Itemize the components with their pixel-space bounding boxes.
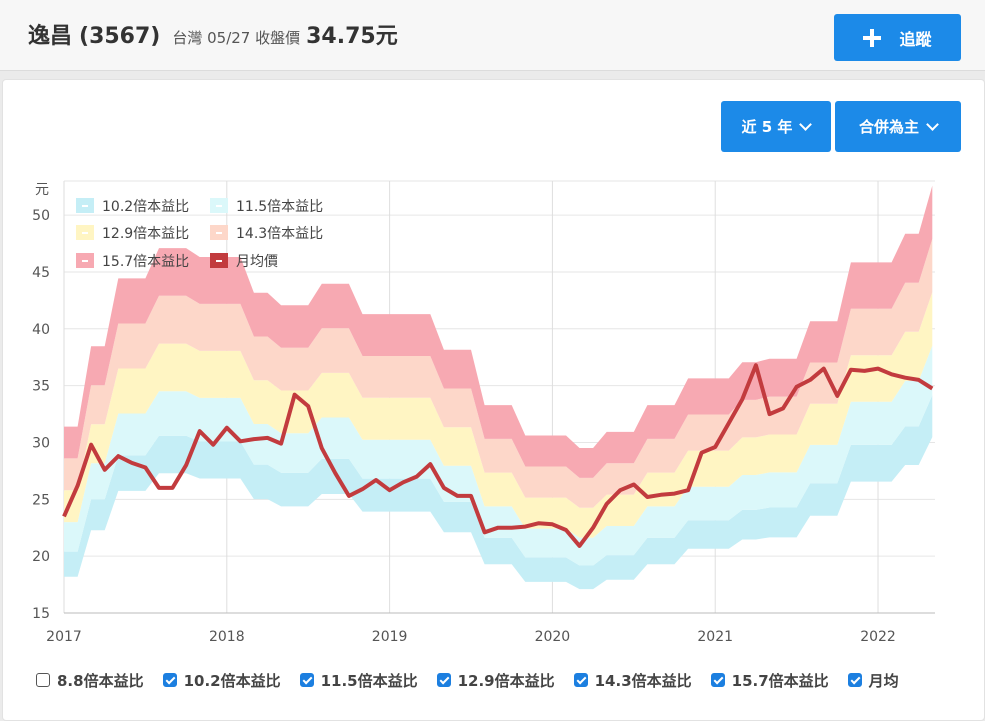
follow-button-label: 追蹤: [899, 29, 932, 49]
series-toggles: 8.8倍本益比 10.2倍本益比 11.5倍本益比 12.9倍本益比 14.3倍本益比 1…: [36, 669, 918, 691]
x-tick-label: 2018: [209, 629, 245, 645]
pe-band-10-2: [64, 395, 933, 590]
legend-swatch-mark: [82, 232, 88, 234]
series-toggle[interactable]: 12.9倍本益比: [436, 670, 555, 691]
series-toggle-label: 10.2倍本益比: [183, 671, 281, 690]
series-toggle-label: 12.9倍本益比: [457, 671, 555, 690]
checkbox-checked[interactable]: [162, 673, 177, 687]
series-toggle[interactable]: 10.2倍本益比: [162, 670, 281, 691]
y-tick-label: 15: [32, 606, 50, 622]
series-toggle-label: 14.3倍本益比: [594, 671, 692, 690]
series-toggle[interactable]: 14.3倍本益比: [573, 670, 692, 691]
chart-legend: 10.2倍本益比 11.5倍本益比 12.9倍本益比 14.3倍本益比 15.7倍本益比…: [76, 198, 323, 270]
checkbox-unchecked[interactable]: [36, 673, 50, 687]
follow-button[interactable]: 追蹤: [834, 14, 961, 61]
x-tick-label: 2022: [860, 629, 896, 645]
x-tick-label: 2019: [372, 629, 408, 645]
range-dropdown-label: 近 5 年: [741, 118, 793, 136]
close-price-caption: 台灣 05/27 收盤價: [172, 29, 301, 47]
x-tick-label: 2021: [697, 629, 733, 645]
y-tick-label: 45: [32, 265, 50, 281]
legend-label: 12.9倍本益比: [102, 226, 189, 242]
checkbox-checked[interactable]: [847, 673, 862, 687]
legend-label: 15.7倍本益比: [102, 254, 189, 270]
y-tick-label: 20: [32, 549, 50, 565]
x-tick-label: 2017: [46, 629, 82, 645]
range-dropdown[interactable]: 近 5 年: [721, 101, 831, 152]
series-toggle[interactable]: 11.5倍本益比: [299, 670, 418, 691]
legend-label: 10.2倍本益比: [102, 199, 189, 215]
legend-swatch-mark: [82, 205, 88, 207]
legend-label: 月均價: [236, 253, 278, 270]
y-tick-label: 30: [32, 435, 50, 451]
pe-bands: [64, 185, 933, 590]
checkbox-checked[interactable]: [436, 673, 451, 687]
basis-dropdown[interactable]: 合併為主: [835, 101, 961, 152]
checkbox-checked[interactable]: [299, 673, 314, 687]
stock-title: 逸昌 (3567) 台灣 05/27 收盤價 34.75元: [28, 18, 398, 50]
y-tick-label: 40: [32, 322, 50, 338]
series-toggle-label: 15.7倍本益比: [731, 671, 829, 690]
monthly-average-line: [62, 363, 934, 548]
monthly-average-path: [62, 363, 934, 548]
y-tick-label: 35: [32, 379, 50, 395]
pe-band-14-3: [64, 238, 933, 508]
header-bar: 逸昌 (3567) 台灣 05/27 收盤價 34.75元 追蹤: [0, 0, 985, 71]
checkbox-checked[interactable]: [710, 673, 725, 687]
legend-label: 14.3倍本益比: [236, 226, 323, 242]
series-toggle[interactable]: 15.7倍本益比: [710, 670, 829, 691]
y-axis-label: 元: [35, 182, 49, 198]
y-tick-label: 50: [32, 208, 50, 224]
pe-band-11-5: [64, 345, 933, 566]
close-price: 34.75元: [306, 24, 398, 49]
basis-dropdown-label: 合併為主: [858, 118, 919, 136]
series-toggle[interactable]: 月均: [847, 670, 899, 691]
series-toggle-label: 8.8倍本益比: [57, 671, 144, 690]
series-toggle-label: 月均: [868, 671, 899, 690]
plus-icon: [863, 28, 882, 47]
stock-code: (3567): [79, 24, 161, 49]
axes: 15 20 25 30 35 40 45 50 元 2017 2018 2019 2020 2021 202…: [32, 182, 935, 645]
checkbox-checked[interactable]: [573, 673, 588, 687]
legend-swatch-mark: [216, 205, 222, 207]
series-toggle[interactable]: 8.8倍本益比: [36, 670, 144, 691]
stock-name: 逸昌: [28, 24, 73, 49]
pe-band-15-7: [64, 185, 933, 478]
legend-swatch-mark: [216, 260, 222, 262]
series-toggle-label: 11.5倍本益比: [320, 671, 418, 690]
legend-label: 11.5倍本益比: [236, 199, 323, 215]
y-tick-label: 25: [32, 492, 50, 508]
x-tick-label: 2020: [535, 629, 571, 645]
legend-swatch-mark: [216, 232, 222, 234]
legend-swatch-mark: [82, 260, 88, 262]
pe-band-12-9: [64, 292, 933, 538]
